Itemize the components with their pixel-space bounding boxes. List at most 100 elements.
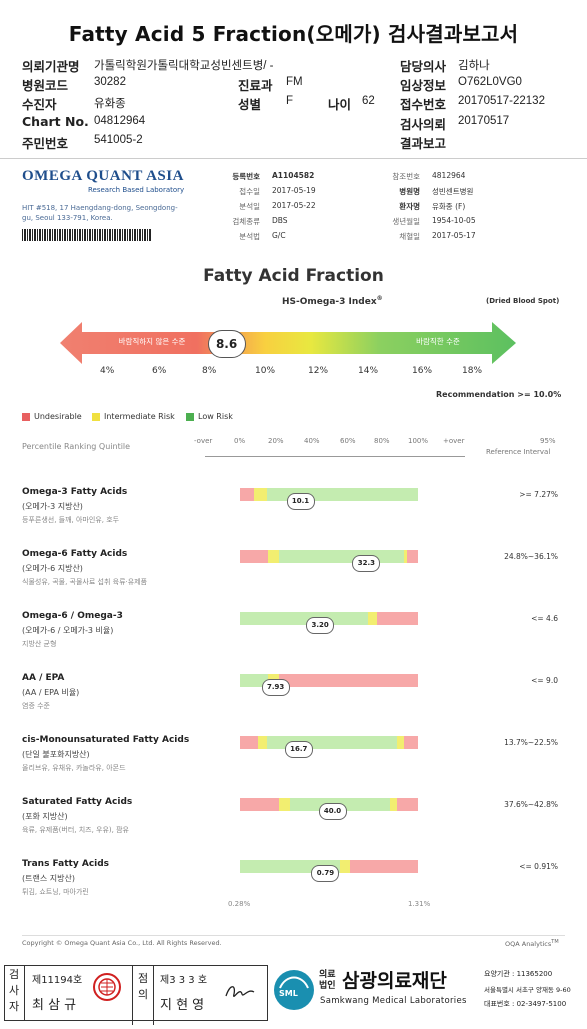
- clinical-value: O762L0VG0: [458, 76, 522, 88]
- tick-label: 4%: [100, 366, 115, 376]
- result-value-badge: 3.20: [306, 617, 335, 634]
- patient-value: 유화종: [94, 98, 126, 110]
- range-segment: [279, 798, 290, 811]
- test-request-value: 20170517: [458, 115, 510, 127]
- range-segment: [339, 860, 351, 873]
- row-subtitle: (트랜스 지방산): [22, 874, 75, 883]
- method-label: 분석법: [239, 232, 260, 241]
- collect-label: 채혈일: [399, 232, 420, 241]
- ref-label: 참조번호: [392, 172, 420, 181]
- report-title: Fatty Acid 5 Fraction(오메가) 검사결과보고서: [68, 22, 519, 46]
- result-value-badge: 10.1: [286, 493, 315, 510]
- row-description: 염증 수준: [22, 702, 50, 710]
- result-value-badge: 0.79: [311, 865, 340, 882]
- quintile-header: 0%: [234, 437, 246, 445]
- dept-value: FM: [286, 76, 303, 88]
- tick-label: 6%: [152, 366, 167, 376]
- index-value-badge: 8.6: [207, 330, 246, 358]
- fraction-title: Fatty Acid Fraction: [203, 266, 384, 286]
- clinical-label: 임상정보: [400, 78, 447, 93]
- dob-label: 생년월일: [392, 217, 420, 226]
- hosp-label: 병원명: [399, 187, 420, 196]
- reference-value: 24.8%~36.1%: [504, 552, 558, 561]
- undesirable-level-text: 바람직하지 않은 수준: [118, 337, 186, 346]
- quintile-header: -over: [194, 437, 213, 445]
- inspector-number: 제11194호: [32, 975, 83, 986]
- sex-label: 성별: [238, 97, 262, 112]
- approver-name: 지 현 영: [160, 998, 205, 1013]
- index-title: HS-Omega-3 Index®: [282, 295, 383, 307]
- reference-interval-label: Reference Interval: [486, 448, 551, 456]
- hospital-code-label: 병원코드: [22, 78, 69, 93]
- ref-value: 4812964: [432, 171, 466, 180]
- row-title: Omega-3 Fatty Acids: [22, 487, 128, 497]
- range-segment: [254, 488, 267, 501]
- range-bar: [240, 798, 418, 811]
- logo-subtitle: Research Based Laboratory: [88, 186, 185, 194]
- reference-top: 95%: [540, 437, 556, 445]
- range-segment: [257, 736, 267, 749]
- header-separator: [0, 158, 587, 159]
- copyright: Copyright © Omega Quant Asia Co., Ltd. A…: [22, 939, 222, 947]
- reg-label: 등록번호: [232, 172, 260, 181]
- row-title: Omega-6 / Omega-3: [22, 611, 123, 621]
- range-segment: [350, 860, 418, 873]
- row-subtitle: (포화 지방산): [22, 812, 68, 821]
- row-title: Trans Fatty Acids: [22, 859, 110, 869]
- row-description: 식물성유, 곡물, 곡물사료 섭취 육류·유제품: [22, 578, 148, 586]
- barcode: [22, 229, 152, 241]
- sml-logo-icon: [274, 970, 314, 1010]
- footer-line: [22, 935, 565, 936]
- institution-code: 요양기관 : 11365200: [484, 970, 553, 978]
- quintile-header: 60%: [340, 437, 356, 445]
- chart-no-value: 04812964: [94, 115, 146, 127]
- range-segment: [368, 612, 378, 625]
- sex-value: F: [286, 95, 294, 107]
- quintile-header: +over: [443, 437, 465, 445]
- test-request-label: 검사의뢰: [400, 117, 447, 132]
- tick-label: 14%: [358, 366, 379, 376]
- omega-quant-logo: OMEGA QUANT ASIA: [22, 168, 184, 184]
- inspector-label: 검사자: [4, 965, 25, 1021]
- range-segment: [377, 612, 418, 625]
- range-bar: [240, 550, 418, 563]
- rrn-label: 주민번호: [22, 136, 69, 151]
- institution-label: 의뢰기관명: [22, 59, 80, 74]
- legend-low-risk: Low Risk: [186, 412, 233, 421]
- range-bar: [240, 736, 418, 749]
- row-title: cis-Monounsaturated Fatty Acids: [22, 735, 190, 745]
- row-subtitle: (오메가-6 / 오메가-3 비율): [22, 626, 114, 635]
- signature-icon: [225, 986, 255, 997]
- anal-label: 분석일: [239, 202, 260, 211]
- tick-label: 12%: [308, 366, 329, 376]
- desirable-level-text: 바람직한 수준: [416, 337, 460, 346]
- range-segment: [240, 798, 280, 811]
- row-subtitle: (오메가-3 지방산): [22, 502, 83, 511]
- range-segment: [240, 674, 269, 687]
- tick-label: 18%: [462, 366, 483, 376]
- range-segment: [389, 798, 397, 811]
- specimen-value: DBS: [272, 216, 288, 225]
- method-value: G/C: [272, 231, 286, 240]
- row-title: Omega-6 Fatty Acids: [22, 549, 128, 559]
- lab-address: HIT #518, 17 Haengdang-dong, Seongdong-g…: [22, 204, 178, 222]
- recv-label: 접수일: [239, 187, 260, 196]
- legend-undesirable: Undesirable: [22, 412, 82, 421]
- result-value-badge: 40.0: [318, 803, 347, 820]
- range-segment: [403, 550, 408, 563]
- quintile-header: 80%: [374, 437, 390, 445]
- reference-value: 13.7%~22.5%: [504, 738, 558, 747]
- quintile-header: 40%: [304, 437, 320, 445]
- row-description: 등푸른생선, 들깨, 아마인유, 호두: [22, 516, 120, 524]
- row-subtitle: (AA / EPA 비율): [22, 688, 80, 697]
- range-segment: [240, 550, 269, 563]
- dob-value: 1954-10-05: [432, 216, 476, 225]
- quintile-axis: [205, 456, 465, 457]
- legend-intermediate: Intermediate Risk: [92, 412, 175, 421]
- foundation-name: 삼광의료재단: [342, 970, 447, 992]
- index-gradient-arrow: [60, 322, 516, 364]
- row-title: Saturated Fatty Acids: [22, 797, 133, 807]
- signature-box: [4, 965, 268, 1021]
- approver-number: 제3 3 3 호: [160, 975, 208, 986]
- quintile-label: Percentile Ranking Quintile: [22, 442, 131, 451]
